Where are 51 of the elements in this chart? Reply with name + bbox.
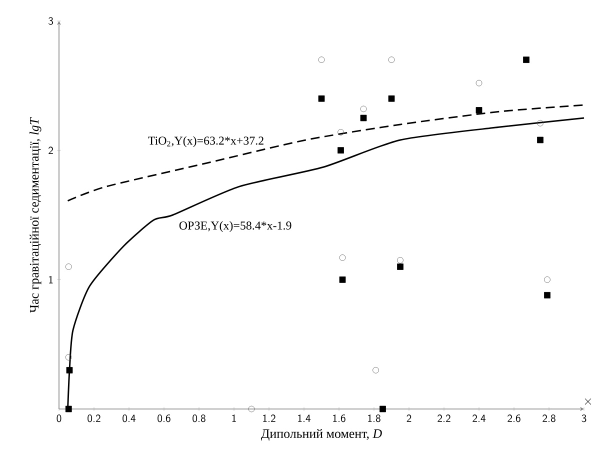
line-series — [67, 104, 585, 202]
point — [397, 257, 404, 264]
x-tick-label: 0.8 — [192, 414, 206, 422]
point — [339, 254, 346, 261]
point — [537, 136, 544, 144]
point — [397, 264, 404, 270]
point — [248, 406, 255, 412]
point — [65, 264, 72, 270]
point — [339, 276, 346, 283]
series-label: TiO$_{2}$,Y(x)=63.2*x+37.2 — [148, 136, 264, 148]
y-tick-label: 1 — [49, 276, 53, 284]
point — [544, 292, 550, 298]
x-tick-label: 2.8 — [542, 414, 556, 422]
point — [65, 406, 72, 412]
x-tick-label: 2 — [406, 414, 412, 422]
point — [388, 95, 395, 102]
x-axis-title: Дипольний момент, D — [260, 428, 382, 441]
point — [380, 406, 386, 412]
x-tick-label: 0 — [56, 414, 62, 422]
x-tick-label: 1 — [232, 414, 236, 422]
x-tick-label: 2.2 — [438, 414, 450, 422]
point — [318, 95, 325, 102]
point — [360, 106, 367, 112]
point — [338, 129, 344, 136]
point — [476, 107, 482, 114]
x-tick-label: 2.6 — [508, 414, 520, 422]
point — [544, 276, 550, 283]
text: × — [584, 398, 592, 405]
point — [476, 80, 482, 86]
point — [388, 56, 395, 63]
point — [338, 147, 344, 154]
point — [66, 367, 73, 374]
y-tick-label: 2 — [48, 146, 53, 154]
y-tick-label: 3 — [48, 17, 54, 25]
x-tick-label: 1.2 — [263, 414, 276, 422]
point — [360, 114, 367, 122]
x-tick-label: 1.6 — [333, 414, 346, 422]
point — [318, 56, 325, 63]
x-tick-label: 0.2 — [88, 414, 100, 422]
x-tick-label: 0.4 — [122, 414, 136, 422]
series-label: ОРЗЕ,Y(x)=58.4*x-1.9 — [179, 221, 292, 232]
x-tick-label: 1.4 — [298, 414, 311, 422]
point — [523, 56, 530, 63]
x-tick-label: 1.8 — [368, 414, 380, 422]
y-axis-title: Час гравітаційної седиментації, lgT — [30, 117, 42, 313]
point — [372, 367, 379, 374]
x-tick-label: 0.6 — [158, 414, 170, 422]
point — [65, 354, 72, 360]
x-tick-label: 2.4 — [472, 414, 486, 422]
x-tick-label: 3 — [582, 414, 586, 422]
point — [537, 120, 544, 126]
